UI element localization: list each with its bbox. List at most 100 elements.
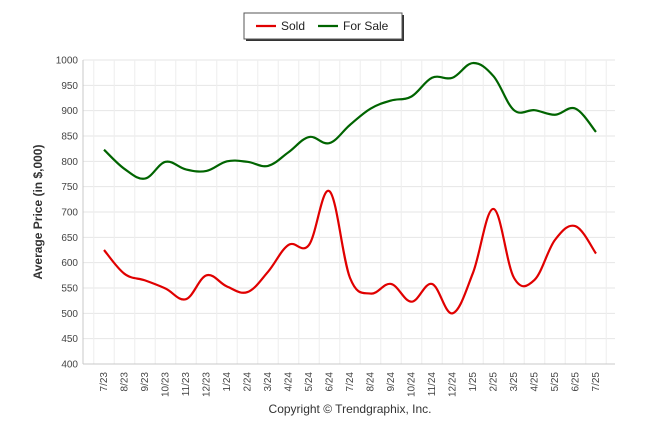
data-point-for-sale[interactable] [552, 112, 558, 118]
x-tick-label: 12/23 [202, 372, 213, 397]
x-axis: 7/23 8/23 9/23 10/23 11/23 12/23 1/24 2/24 3/24 4… [83, 363, 615, 397]
y-axis-label: Average Price (in $,000) [31, 145, 45, 280]
x-tick-label: 9/24 [386, 372, 397, 392]
data-point-for-sale[interactable] [593, 129, 599, 135]
data-point-sold[interactable] [450, 310, 456, 316]
x-tick-label: 1/24 [222, 372, 233, 392]
data-point-for-sale[interactable] [245, 159, 251, 165]
data-point-sold[interactable] [368, 291, 374, 297]
data-point-sold[interactable] [388, 281, 394, 287]
data-point-for-sale[interactable] [142, 176, 148, 182]
data-point-for-sale[interactable] [532, 107, 538, 113]
y-tick-label: 550 [61, 284, 78, 295]
x-tick-label: 9/23 [140, 372, 151, 392]
series-lines [101, 60, 599, 316]
x-tick-label: 6/24 [325, 372, 336, 392]
data-point-for-sale[interactable] [573, 106, 579, 112]
data-point-sold[interactable] [511, 275, 517, 281]
data-point-sold[interactable] [347, 275, 353, 281]
data-point-sold[interactable] [245, 289, 251, 295]
x-tick-label: 12/24 [448, 372, 459, 397]
data-point-sold[interactable] [470, 270, 476, 276]
data-point-for-sale[interactable] [347, 122, 353, 128]
data-point-sold[interactable] [491, 206, 497, 212]
x-tick-label: 3/25 [509, 372, 520, 392]
data-point-sold[interactable] [573, 223, 579, 229]
data-point-sold[interactable] [204, 272, 210, 278]
x-tick-label: 7/25 [591, 372, 602, 392]
y-tick-label: 500 [61, 309, 78, 320]
legend-item-for-sale[interactable]: For Sale [318, 19, 389, 33]
data-point-for-sale[interactable] [101, 147, 107, 153]
data-point-for-sale[interactable] [450, 75, 456, 81]
x-tick-label: 2/25 [489, 372, 500, 392]
y-tick-label: 750 [61, 182, 78, 193]
data-point-for-sale[interactable] [368, 106, 374, 112]
copyright-text: Copyright © Trendgraphix, Inc. [269, 402, 432, 416]
data-point-sold[interactable] [593, 251, 599, 257]
y-tick-label: 650 [61, 233, 78, 244]
data-point-sold[interactable] [429, 281, 435, 287]
data-point-sold[interactable] [552, 237, 558, 243]
y-tick-label: 600 [61, 258, 78, 269]
y-axis: 400 450 500 550 600 650 700 750 800 850 900 950 1000 [56, 56, 84, 371]
data-point-for-sale[interactable] [306, 134, 312, 140]
x-tick-label: 5/25 [550, 372, 561, 392]
legend-label-for-sale: For Sale [343, 19, 389, 33]
data-point-sold[interactable] [327, 188, 333, 194]
data-point-for-sale[interactable] [286, 149, 292, 155]
y-tick-label: 450 [61, 334, 78, 345]
data-point-sold[interactable] [122, 271, 128, 277]
x-tick-label: 1/25 [468, 372, 479, 392]
y-tick-label: 400 [61, 360, 78, 371]
data-point-for-sale[interactable] [122, 166, 128, 172]
data-point-sold[interactable] [409, 299, 415, 305]
data-point-for-sale[interactable] [511, 107, 517, 113]
legend[interactable]: Sold For Sale [243, 12, 404, 41]
data-point-sold[interactable] [286, 242, 292, 248]
y-tick-label: 900 [61, 106, 78, 117]
x-tick-label: 3/24 [263, 372, 274, 392]
data-point-for-sale[interactable] [224, 158, 230, 164]
data-point-for-sale[interactable] [327, 140, 333, 146]
legend-label-sold: Sold [281, 19, 305, 33]
y-tick-label: 800 [61, 157, 78, 168]
data-point-for-sale[interactable] [470, 60, 476, 66]
x-tick-label: 6/25 [571, 372, 582, 392]
y-tick-label: 700 [61, 208, 78, 219]
data-point-for-sale[interactable] [265, 163, 271, 169]
data-point-sold[interactable] [101, 247, 107, 253]
x-tick-label: 8/23 [120, 372, 131, 392]
x-tick-label: 4/25 [530, 372, 541, 392]
data-point-for-sale[interactable] [163, 159, 169, 165]
data-point-sold[interactable] [532, 277, 538, 283]
data-point-sold[interactable] [224, 283, 230, 289]
x-tick-label: 11/23 [181, 372, 192, 397]
data-point-for-sale[interactable] [491, 73, 497, 79]
y-tick-label: 950 [61, 81, 78, 92]
x-tick-label: 7/23 [99, 372, 110, 392]
x-tick-label: 8/24 [366, 372, 377, 392]
x-tick-label: 4/24 [284, 372, 295, 392]
data-point-sold[interactable] [163, 286, 169, 292]
x-tick-label: 11/24 [427, 372, 438, 397]
data-point-sold[interactable] [183, 296, 189, 302]
x-tick-label: 10/23 [161, 372, 172, 397]
y-tick-label: 1000 [56, 56, 79, 67]
series-line-sold [103, 190, 597, 315]
data-point-for-sale[interactable] [388, 98, 394, 104]
data-point-for-sale[interactable] [204, 168, 210, 174]
series-line-for-sale [103, 61, 597, 180]
data-point-sold[interactable] [306, 242, 312, 248]
x-tick-label: 5/24 [304, 372, 315, 392]
data-point-sold[interactable] [265, 269, 271, 275]
data-point-for-sale[interactable] [409, 93, 415, 99]
x-tick-label: 10/24 [407, 372, 418, 397]
data-point-for-sale[interactable] [183, 166, 189, 172]
data-point-sold[interactable] [142, 277, 148, 283]
x-tick-label: 7/24 [345, 372, 356, 392]
x-tick-label: 2/24 [243, 372, 254, 392]
data-point-for-sale[interactable] [429, 75, 435, 81]
legend-item-sold[interactable]: Sold [256, 19, 305, 33]
